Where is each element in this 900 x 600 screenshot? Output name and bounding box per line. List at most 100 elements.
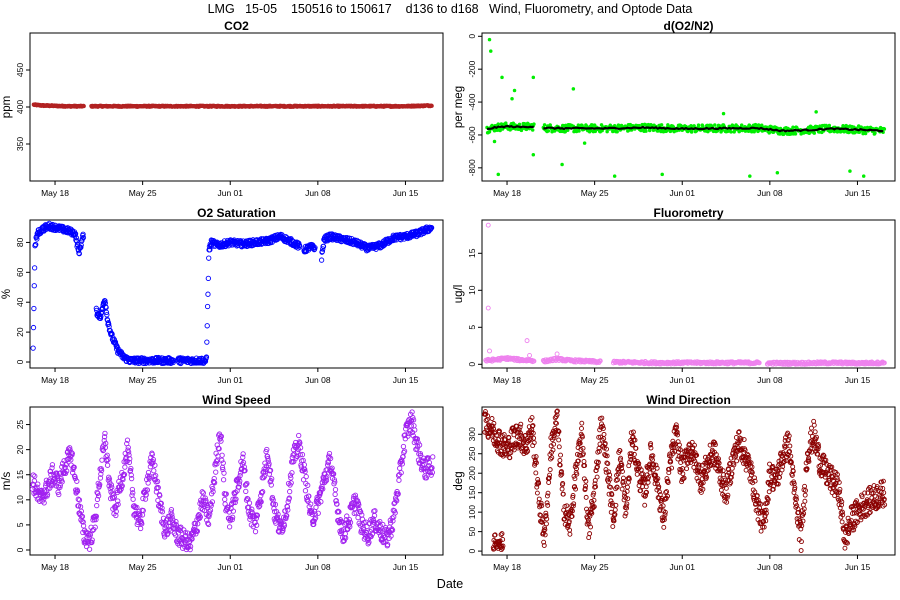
- wspd-point: [199, 502, 205, 508]
- do2n2-point: [496, 122, 501, 126]
- wdir-point: [573, 486, 579, 492]
- wspd-point: [67, 445, 73, 451]
- wdir-point: [533, 454, 539, 460]
- wdir-point: [531, 454, 537, 460]
- wspd-point: [193, 531, 199, 537]
- wspd-point: [68, 450, 75, 456]
- wspd-point: [157, 492, 163, 499]
- fluor-ytick-label: 10: [467, 285, 477, 295]
- wspd-point: [265, 455, 271, 462]
- wdir-point: [517, 424, 523, 430]
- wdir-point: [625, 496, 631, 502]
- wspd-point: [378, 528, 384, 534]
- wspd-point: [283, 515, 289, 522]
- wspd-point: [323, 475, 329, 481]
- o2sat-point: [31, 305, 37, 312]
- o2sat-point: [205, 291, 211, 297]
- wdir-point: [663, 490, 669, 495]
- do2n2-point: [615, 130, 619, 134]
- wspd-point: [207, 511, 213, 517]
- wspd-ytick-label: 5: [15, 522, 25, 527]
- wspd-point: [369, 531, 375, 537]
- wdir-point: [491, 420, 497, 426]
- fluor-point: [554, 351, 560, 357]
- do2n2-point: [563, 129, 567, 134]
- wdir-point: [586, 535, 592, 541]
- wdir-point: [557, 457, 563, 463]
- wspd-point: [241, 464, 247, 470]
- wspd-point: [118, 484, 125, 490]
- wspd-point: [64, 468, 70, 474]
- wspd-point: [153, 472, 159, 479]
- wspd-point: [297, 445, 304, 451]
- do2n2-point: [739, 123, 744, 127]
- wdir-point: [643, 484, 649, 490]
- wdir-point: [698, 480, 704, 486]
- wspd-point: [159, 505, 165, 511]
- wdir-point: [646, 474, 651, 480]
- wdir-point: [582, 486, 588, 492]
- wspd-point: [341, 538, 347, 544]
- wspd-point: [388, 533, 394, 539]
- wdir-point: [620, 479, 626, 484]
- wdir-xtick-label: May 18: [493, 562, 521, 572]
- wdir-point: [609, 492, 615, 498]
- wspd-point: [410, 417, 417, 423]
- wdir-point: [661, 524, 667, 530]
- wdir-point: [627, 454, 633, 459]
- wdir-point: [623, 510, 629, 516]
- wspd-point: [121, 471, 128, 478]
- wspd-point: [159, 509, 166, 515]
- wdir-point: [691, 464, 697, 470]
- co2-point: [429, 103, 434, 108]
- do2n2-xtick-label: Jun 01: [669, 188, 695, 198]
- wdir-xtick-label: Jun 08: [757, 562, 783, 572]
- wdir-point: [560, 480, 566, 486]
- wdir-point: [611, 518, 617, 524]
- wspd-point: [74, 478, 80, 484]
- fluor-ytick-label: 15: [467, 248, 477, 258]
- wdir-point: [619, 466, 624, 472]
- wdir-point: [560, 491, 566, 497]
- fluor-point: [527, 352, 533, 358]
- do2n2-point: [814, 110, 818, 114]
- wdir-point: [625, 479, 631, 485]
- wdir-point: [581, 459, 587, 464]
- co2-xtick-label: Jun 08: [305, 188, 331, 198]
- wdir-point: [569, 508, 575, 514]
- wdir-point: [539, 503, 545, 509]
- wspd-point: [143, 492, 149, 498]
- co2-ytick-label: 350: [15, 137, 25, 151]
- wspd-point: [134, 504, 140, 511]
- do2n2-xtick-label: Jun 15: [845, 188, 871, 198]
- wspd-point: [305, 482, 311, 488]
- wdir-point: [630, 429, 636, 435]
- wdir-point: [671, 442, 677, 448]
- wspd-point: [213, 458, 220, 464]
- do2n2-point: [582, 141, 587, 145]
- wspd-title: Wind Speed: [202, 393, 271, 407]
- wspd-point: [98, 471, 104, 477]
- wspd-point: [169, 511, 175, 517]
- wdir-point: [707, 442, 713, 448]
- wspd-point: [173, 518, 179, 525]
- wspd-point: [332, 479, 338, 485]
- wspd-point: [284, 513, 290, 519]
- wspd-xtick-label: May 18: [41, 562, 69, 572]
- fluor-xtick-label: Jun 01: [669, 375, 695, 385]
- do2n2-ytick-label: -800: [467, 159, 477, 176]
- wspd-point: [236, 484, 242, 490]
- wdir-ytick-label: 100: [467, 505, 477, 519]
- wdir-point: [593, 484, 599, 490]
- wdir-point: [506, 435, 512, 441]
- do2n2-point: [487, 129, 492, 134]
- wspd-point: [334, 501, 340, 507]
- figure-title: LMG 15-05 150516 to 150617 d136 to d168 …: [207, 2, 693, 16]
- wspd-point: [232, 499, 238, 506]
- wspd-point: [416, 442, 423, 448]
- o2sat-point: [206, 255, 212, 261]
- o2sat-xtick-label: May 18: [41, 375, 69, 385]
- wdir-point: [570, 503, 576, 509]
- wspd-point: [211, 480, 218, 486]
- wdir-point: [694, 452, 700, 458]
